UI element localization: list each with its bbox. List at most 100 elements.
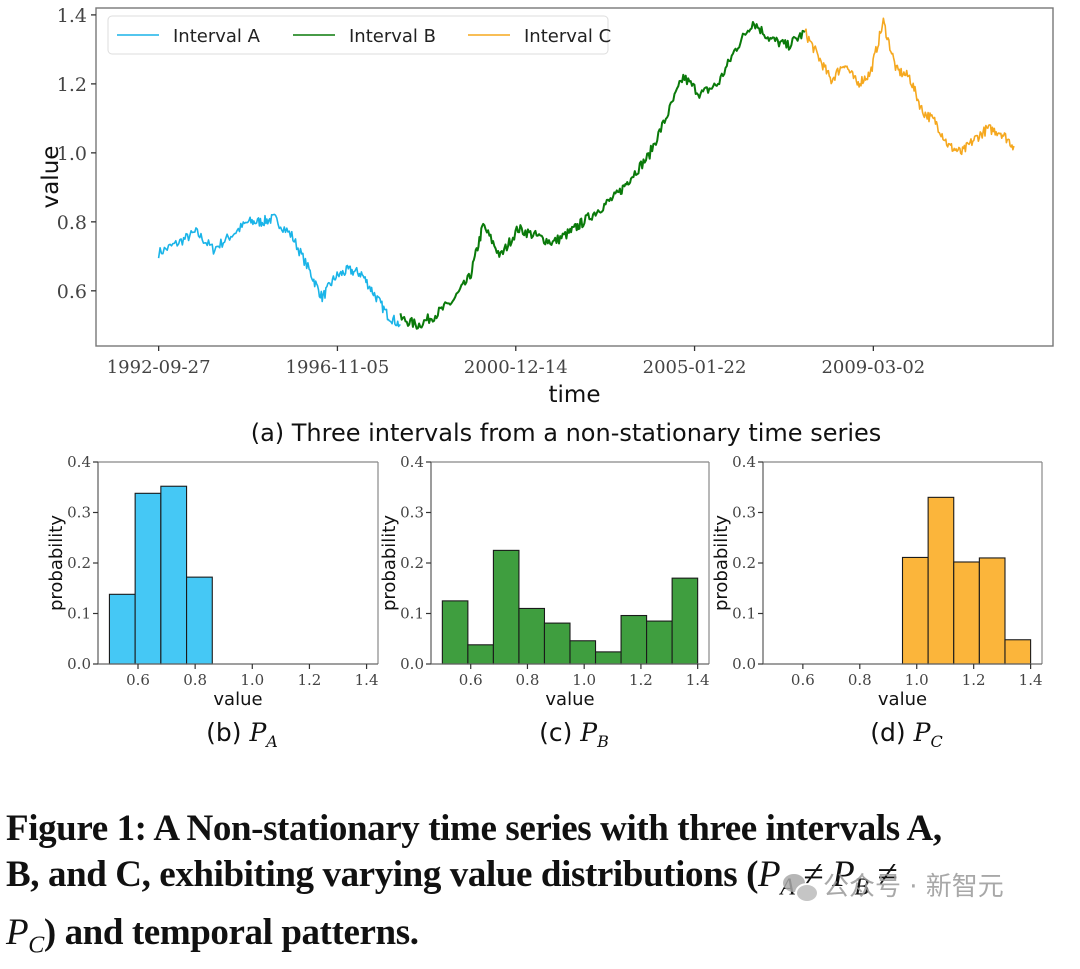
x-tick-label: 1.2 — [297, 671, 321, 689]
y-tick-label: 0.4 — [400, 453, 424, 471]
x-tick-label: 0.8 — [848, 671, 872, 689]
x-axis-label: value — [878, 689, 927, 710]
y-tick-label: 0.1 — [400, 605, 424, 623]
legend: Interval A Interval B Interval C — [107, 15, 611, 55]
histogram-bar — [186, 576, 213, 665]
y-tick-label: 0.2 — [732, 554, 756, 572]
x-tick-label: 0.8 — [516, 671, 540, 689]
y-tick-label: 0.4 — [732, 453, 756, 471]
x-tick-label: 1992-09-27 — [107, 357, 211, 378]
histogram-bar — [518, 607, 546, 665]
x-tick-label: 1.0 — [905, 671, 929, 689]
legend-label: Interval B — [349, 26, 436, 47]
x-tick-label: 0.8 — [183, 671, 207, 689]
x-tick-label: 0.6 — [126, 671, 150, 689]
histogram-bar — [467, 644, 494, 665]
y-axis-label: value — [38, 146, 64, 209]
x-axis-label: time — [549, 382, 601, 408]
histogram-pc: 0.0 0.1 0.2 0.3 0.4 0.6 0.8 1.0 1.2 1.4 probabilit… — [711, 453, 1043, 751]
histogram-bar — [978, 557, 1006, 665]
y-tick-label: 0.1 — [732, 605, 756, 623]
x-axis-ticks: 1992-09-27 1996-11-05 2000-12-14 2005-01-22… — [107, 346, 925, 378]
y-tick-label: 0.0 — [400, 655, 424, 673]
x-tick-label: 1.4 — [1019, 671, 1043, 689]
x-tick-label: 1.4 — [686, 671, 710, 689]
figure: 0.6 0.8 1.0 1.2 1.4 1992-09-27 1996-11-05 2000… — [38, 5, 1054, 751]
y-tick-label: 0.3 — [732, 504, 756, 522]
series-lines — [157, 17, 1015, 330]
legend-label: Interval A — [173, 26, 261, 47]
x-tick-label: 2000-12-14 — [464, 357, 568, 378]
histogram-bar — [901, 556, 929, 665]
legend-label: Interval C — [524, 26, 611, 47]
time-series-chart: 0.6 0.8 1.0 1.2 1.4 1992-09-27 1996-11-05 2000… — [38, 5, 1054, 447]
x-tick-label: 1.2 — [962, 671, 986, 689]
y-tick-label: 1.2 — [57, 74, 87, 96]
y-axis-ticks: 0.6 0.8 1.0 1.2 1.4 — [57, 5, 96, 303]
y-axis-label: probability — [46, 515, 67, 611]
histogram-bar — [620, 614, 648, 665]
plot-area-frame — [95, 7, 1054, 347]
histogram-bar — [108, 593, 136, 665]
histogram-bar — [594, 651, 622, 665]
caption-line-3: PC) and temporal patterns. — [6, 912, 419, 959]
histogram-bar — [569, 640, 597, 665]
subcaption-prefix: (d) — [870, 718, 913, 747]
x-tick-label: 1.2 — [629, 671, 653, 689]
subcaption-a: (a) Three intervals from a non-stationar… — [251, 419, 882, 447]
x-axis-label: value — [213, 689, 262, 710]
histogram-pb: 0.0 0.1 0.2 0.3 0.4 0.6 0.8 1.0 1.2 1.4 probabilit… — [379, 453, 710, 751]
subcaption-subscript: B — [596, 732, 609, 751]
x-tick-label: 2009-03-02 — [821, 357, 925, 378]
x-tick-label: 0.6 — [459, 671, 483, 689]
y-tick-label: 0.1 — [67, 605, 91, 623]
histogram-bar — [160, 485, 188, 665]
subcaption: (d) PC — [870, 718, 942, 751]
histogram-bar — [953, 561, 980, 665]
histogram-bar — [543, 622, 571, 665]
y-tick-label: 0.6 — [57, 281, 87, 303]
series-line-interval-a — [157, 213, 401, 328]
y-tick-label: 1.4 — [57, 5, 87, 27]
histogram-bar — [1004, 639, 1032, 665]
wechat-icon — [783, 873, 819, 903]
y-tick-label: 0.3 — [400, 504, 424, 522]
y-tick-label: 0.8 — [57, 212, 87, 234]
x-tick-label: 0.6 — [791, 671, 815, 689]
x-tick-label: 1.4 — [355, 671, 379, 689]
x-axis-label: value — [545, 689, 594, 710]
caption-line-1: Figure 1: A Non-stationary time series w… — [6, 808, 942, 849]
histogram-bar — [492, 549, 520, 665]
y-tick-label: 0.0 — [732, 655, 756, 673]
subcaption-prefix: (c) — [539, 718, 580, 747]
y-axis-label: probability — [711, 515, 732, 611]
subcaption: (b) PA — [206, 718, 278, 751]
histogram-bar — [441, 600, 469, 665]
legend-box — [107, 15, 609, 55]
x-tick-label: 1.0 — [572, 671, 596, 689]
histogram-bar — [134, 492, 162, 665]
watermark: 公众号 · 新智元 — [783, 866, 1004, 903]
subcaption: (c) PB — [539, 718, 609, 751]
y-tick-label: 1.0 — [57, 143, 87, 165]
x-tick-label: 2005-01-22 — [643, 357, 747, 378]
subcaption-prefix: (b) — [206, 718, 249, 747]
y-tick-label: 0.4 — [67, 453, 91, 471]
y-tick-label: 0.2 — [400, 554, 424, 572]
x-tick-label: 1996-11-05 — [286, 357, 390, 378]
histogram-bar — [927, 496, 955, 665]
x-tick-label: 1.0 — [240, 671, 264, 689]
series-line-interval-b — [399, 21, 806, 330]
y-axis-label: probability — [379, 515, 400, 611]
subcaption-math: P — [913, 718, 932, 747]
subcaption-subscript: A — [264, 732, 278, 751]
y-tick-label: 0.0 — [67, 655, 91, 673]
series-line-interval-c — [804, 17, 1015, 156]
y-tick-label: 0.2 — [67, 554, 91, 572]
subcaption-math: P — [248, 718, 267, 747]
subcaption-subscript: C — [930, 732, 942, 751]
histogram-bar — [671, 577, 699, 665]
histogram-bar — [646, 620, 673, 665]
subcaption-math: P — [579, 718, 598, 747]
histogram-pa: 0.0 0.1 0.2 0.3 0.4 0.6 0.8 1.0 1.2 1.4 probabilit… — [46, 453, 379, 751]
